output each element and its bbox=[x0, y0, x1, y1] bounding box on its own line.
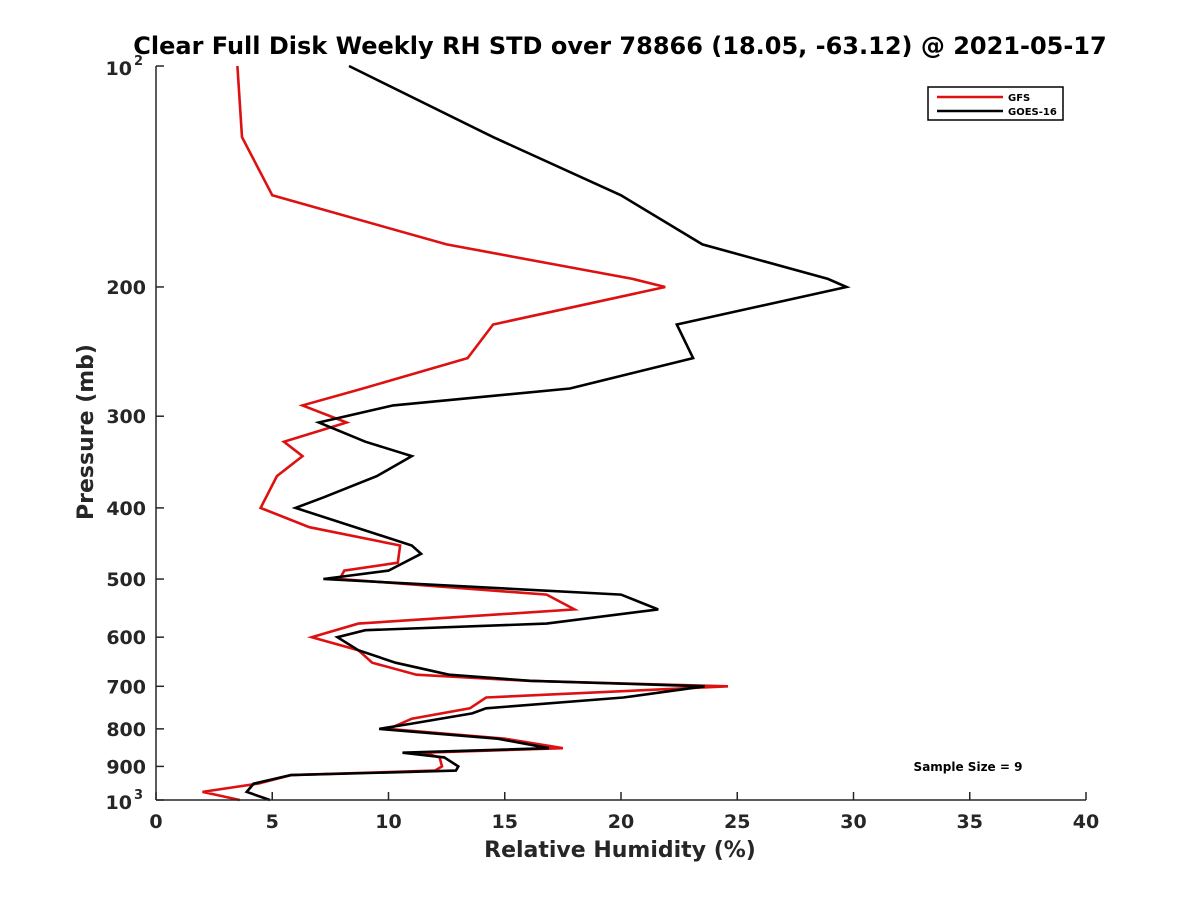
x-axis-label: Relative Humidity (%) bbox=[484, 838, 756, 863]
y-tick-label-700: 700 bbox=[106, 676, 146, 698]
y-axis-label: Pressure (mb) bbox=[74, 344, 99, 520]
chart-title: Clear Full Disk Weekly RH STD over 78866… bbox=[133, 32, 1106, 60]
x-tick-label-5: 5 bbox=[266, 811, 279, 833]
x-tick-label-40: 40 bbox=[1073, 811, 1099, 833]
x-tick-label-25: 25 bbox=[724, 811, 750, 833]
y-tick-label-base-1000: 10 bbox=[106, 792, 132, 814]
y-tick-label-800: 800 bbox=[106, 719, 146, 741]
legend: GFS GOES-16 bbox=[927, 86, 1064, 121]
y-tick-label-200: 200 bbox=[106, 277, 146, 299]
y-tick-label-600: 600 bbox=[106, 627, 146, 649]
y-tick-label-500: 500 bbox=[106, 569, 146, 591]
x-tick-label-35: 35 bbox=[957, 811, 983, 833]
y-tick-label-exp-1000: 3 bbox=[134, 788, 143, 803]
legend-label-gfs: GFS bbox=[1008, 93, 1030, 104]
series-line-gfs bbox=[202, 65, 729, 802]
y-tick-label-base-100: 10 bbox=[106, 58, 132, 80]
y-tick-label-900: 900 bbox=[106, 756, 146, 778]
legend-box bbox=[927, 86, 1064, 121]
x-tick-label-30: 30 bbox=[840, 811, 866, 833]
legend-label-goes-16: GOES-16 bbox=[1008, 107, 1057, 118]
x-tick-label-15: 15 bbox=[492, 811, 518, 833]
series-line-goes-16 bbox=[244, 64, 851, 802]
x-tick-label-0: 0 bbox=[149, 811, 162, 833]
x-tick-label-20: 20 bbox=[608, 811, 634, 833]
y-tick-label-400: 400 bbox=[106, 498, 146, 520]
y-tick-label-300: 300 bbox=[106, 406, 146, 428]
sample-size-annotation: Sample Size = 9 bbox=[914, 760, 1023, 774]
x-tick-label-10: 10 bbox=[375, 811, 401, 833]
y-tick-label-exp-100: 2 bbox=[134, 54, 143, 69]
